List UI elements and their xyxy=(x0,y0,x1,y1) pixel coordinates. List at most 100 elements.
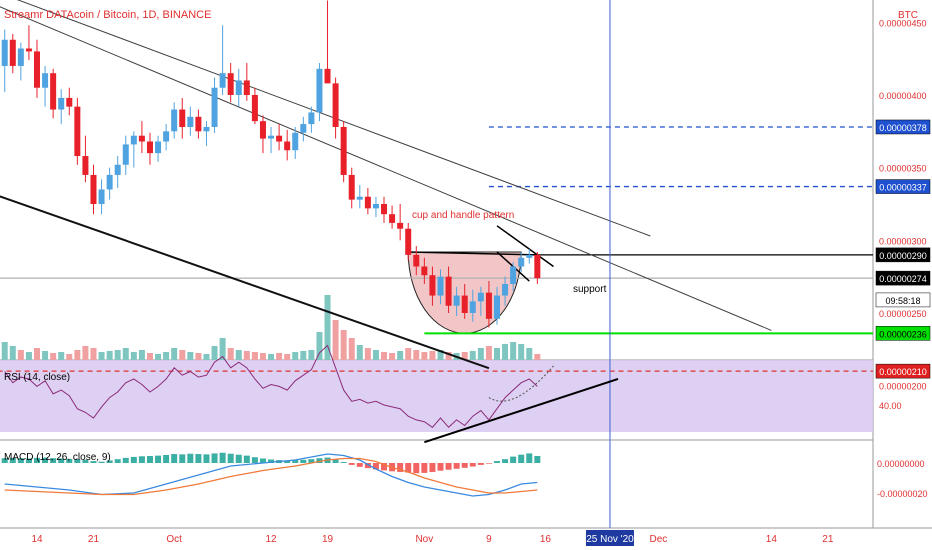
trend-line xyxy=(408,251,538,256)
macd-histogram-bar xyxy=(381,463,388,471)
volume-bar xyxy=(413,350,420,360)
volume-bar xyxy=(74,350,81,360)
support-annotation: support xyxy=(573,284,607,295)
price-badge-label: 0.00000378 xyxy=(879,123,927,133)
candle-body xyxy=(510,266,517,284)
volume-bar xyxy=(98,352,105,360)
time-tick-label: Oct xyxy=(166,534,182,545)
macd-histogram-bar xyxy=(429,463,436,472)
candle-body xyxy=(98,189,105,204)
macd-histogram-bar xyxy=(195,454,202,463)
candle-body xyxy=(372,203,379,209)
volume-bar xyxy=(58,352,65,360)
volume-bar xyxy=(155,354,162,360)
volume-bar xyxy=(171,348,178,360)
candle-body xyxy=(179,109,186,127)
candle-body xyxy=(413,254,420,267)
volume-bar xyxy=(469,351,476,360)
rsi-trend-line xyxy=(424,378,619,444)
candle-body xyxy=(195,116,202,132)
volume-bar xyxy=(146,353,153,360)
candle-body xyxy=(155,141,162,154)
candle-body xyxy=(82,156,89,175)
macd-histogram-bar xyxy=(356,463,363,467)
macd-histogram-bar xyxy=(74,459,81,463)
macd-histogram-bar xyxy=(268,459,275,463)
volume-bar xyxy=(316,332,323,360)
candle-body xyxy=(276,135,283,142)
volume-bar xyxy=(34,348,40,360)
volume-bar xyxy=(259,353,266,360)
candle-body xyxy=(316,68,323,113)
macd-histogram-bar xyxy=(485,463,492,464)
price-tick-label: 0.00000250 xyxy=(879,309,927,319)
macd-histogram-bar xyxy=(203,454,210,463)
volume-bar xyxy=(106,351,113,360)
macd-histogram-bar xyxy=(372,463,379,470)
candle-body xyxy=(227,73,234,95)
macd-histogram-bar xyxy=(1,458,8,463)
macd-histogram-bar xyxy=(348,463,355,465)
candle-body xyxy=(90,174,97,204)
price-badge xyxy=(875,326,931,341)
volume-bar xyxy=(332,320,339,360)
candle-body xyxy=(308,112,315,125)
volume-bar xyxy=(42,351,49,360)
volume-bar xyxy=(526,348,533,360)
volume-bar xyxy=(251,352,258,360)
volume-bar xyxy=(66,354,73,360)
volume-bar xyxy=(17,350,24,360)
volume-bar xyxy=(429,351,436,360)
volume-bar xyxy=(421,352,428,360)
macd-histogram-bar xyxy=(461,463,468,468)
candle-body xyxy=(211,87,218,127)
candle-body xyxy=(493,295,500,319)
candle-body xyxy=(50,73,57,110)
time-tick-label: 21 xyxy=(88,534,100,545)
candle-body xyxy=(25,48,32,52)
volume-bar xyxy=(534,354,541,360)
candle-body xyxy=(518,257,525,267)
currency-label: BTC xyxy=(898,10,918,21)
volume-bar xyxy=(235,350,242,360)
volume-bar xyxy=(219,338,226,360)
volume-bar xyxy=(114,350,121,360)
time-tick-label: Dec xyxy=(649,534,667,545)
volume-bar xyxy=(510,342,517,360)
candle-body xyxy=(171,109,178,132)
volume-bar xyxy=(292,352,299,360)
candle-body xyxy=(502,283,509,296)
candle-body xyxy=(332,83,339,127)
candle-body xyxy=(219,73,226,88)
macd-title: MACD (12, 26, close, 9) xyxy=(4,452,111,463)
volume-bar xyxy=(203,354,210,360)
volume-bar xyxy=(324,295,331,360)
trend-line xyxy=(496,225,554,268)
macd-histogram-bar xyxy=(284,460,291,463)
macd-histogram-bar xyxy=(437,463,444,471)
volume-bar xyxy=(163,352,170,360)
candle-body xyxy=(130,135,137,145)
volume-bar xyxy=(243,351,250,360)
macd-histogram-bar xyxy=(211,453,218,463)
candle-body xyxy=(534,254,541,279)
volume-bar xyxy=(284,354,291,360)
volume-bar xyxy=(90,348,97,360)
price-badge-label: 0.00000210 xyxy=(879,367,927,377)
price-badge xyxy=(875,363,931,379)
trend-line xyxy=(0,195,490,370)
candle-body xyxy=(292,132,299,151)
volume-bar xyxy=(179,350,186,360)
macd-histogram-bar xyxy=(82,459,89,463)
price-badge-label: 0.00000274 xyxy=(879,274,927,284)
macd-histogram-bar xyxy=(300,459,307,463)
price-tick-label: 0.00000350 xyxy=(879,164,927,174)
price-badge-label: 0.00000337 xyxy=(879,183,927,193)
volume-bar xyxy=(50,353,57,360)
candle-body xyxy=(187,116,194,127)
candle-body xyxy=(389,214,396,223)
macd-histogram-bar xyxy=(397,463,404,472)
signal-line xyxy=(4,457,538,496)
macd-histogram-bar xyxy=(243,455,250,463)
